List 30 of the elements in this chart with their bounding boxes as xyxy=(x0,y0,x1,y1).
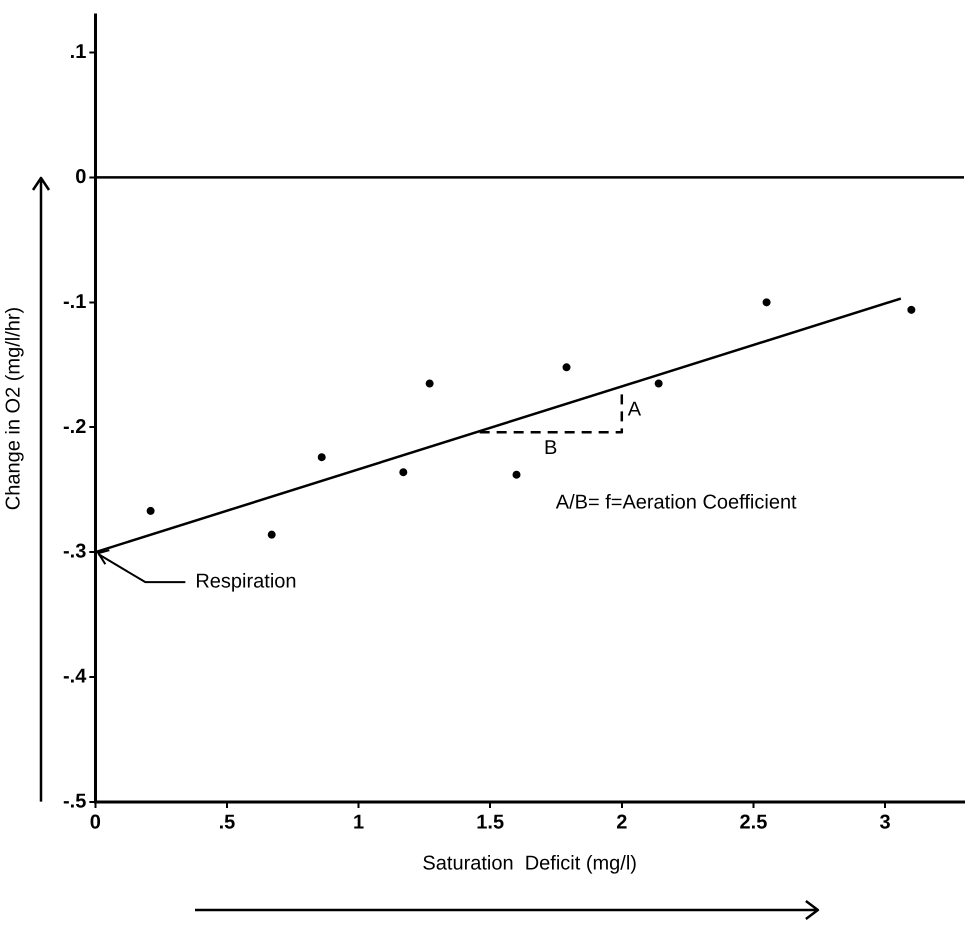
point xyxy=(654,380,663,388)
y-tick-label: -.4 xyxy=(62,666,88,688)
point xyxy=(399,468,408,476)
x-tick-label: 1 xyxy=(353,812,364,834)
point xyxy=(907,306,916,314)
annotation: Respiration xyxy=(195,570,297,593)
point xyxy=(762,298,771,306)
x-tick-label: 3 xyxy=(879,812,891,834)
y-tick-label: .1 xyxy=(70,40,86,63)
point xyxy=(146,506,155,515)
y-tick-label: 0 xyxy=(75,166,86,188)
x-tick-label: .5 xyxy=(218,812,236,834)
y-axis-title: Change in O2 (mg/l/hr) xyxy=(2,306,25,510)
y-tick-label: -.5 xyxy=(62,790,86,813)
point xyxy=(512,470,521,479)
y-tick-label: -.3 xyxy=(62,540,86,563)
point xyxy=(318,453,326,462)
y-tick-label: -.1 xyxy=(62,290,86,313)
annotation: A xyxy=(628,398,642,420)
x-tick-label: 2 xyxy=(616,812,628,834)
x-axis-title: Saturation Deficit (mg/l) xyxy=(422,852,637,875)
annotation: B xyxy=(544,436,558,459)
x-tick-label: 2.5 xyxy=(740,812,768,834)
x-tick-label: 1.5 xyxy=(476,812,504,834)
point xyxy=(426,380,434,388)
point xyxy=(268,530,276,539)
x-tick-label: 0 xyxy=(90,812,101,834)
y-tick-label: -.2 xyxy=(62,416,86,438)
annotation: A/B= f=Aeration Coefficient xyxy=(556,491,798,514)
point xyxy=(562,363,571,372)
